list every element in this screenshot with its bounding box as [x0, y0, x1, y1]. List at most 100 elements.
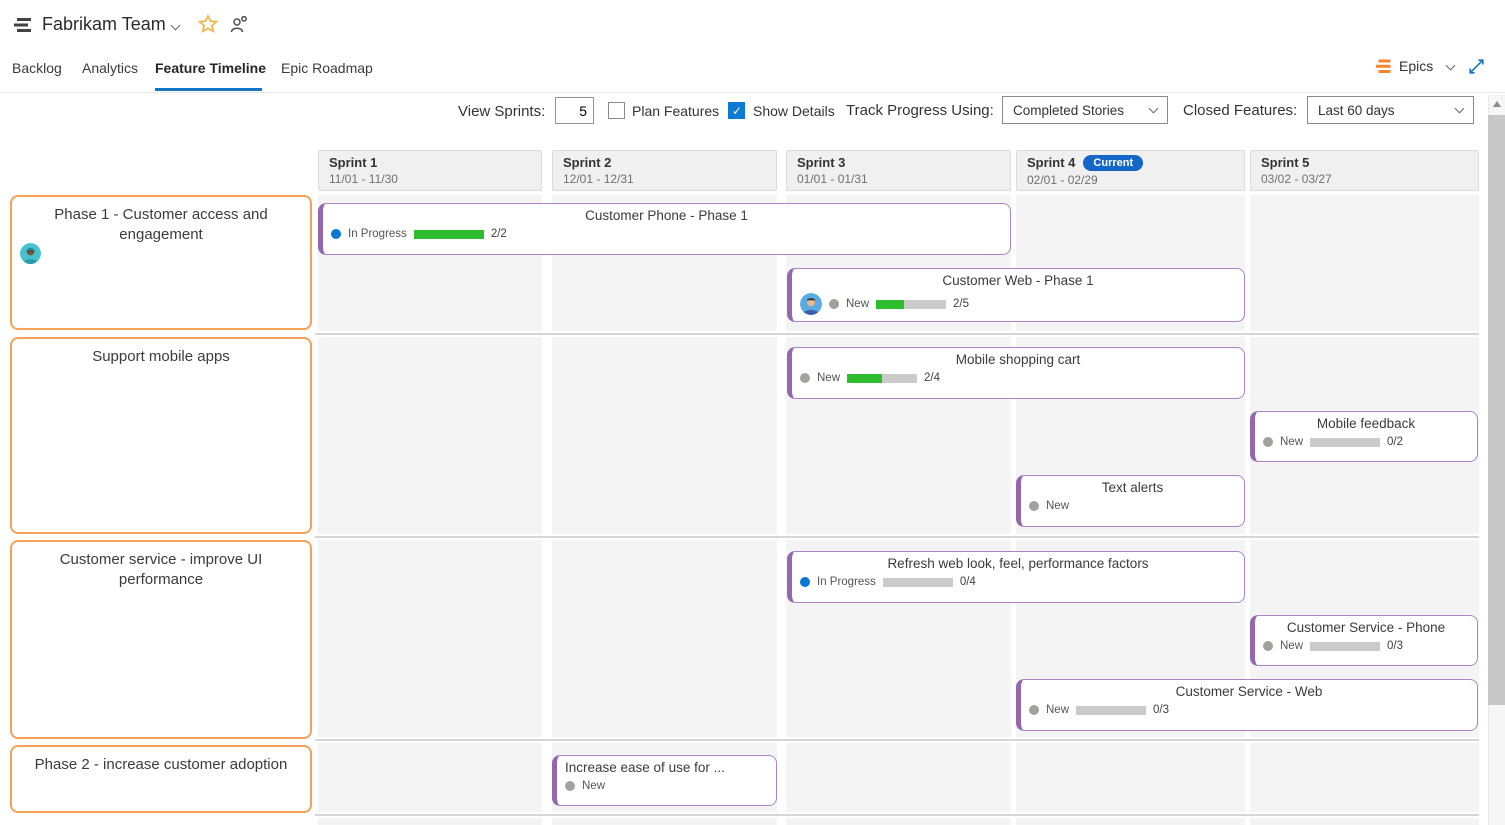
feature-card[interactable]: Customer Web - Phase 1 New 2/5: [787, 268, 1245, 322]
sprint-name: Sprint 5: [1261, 155, 1310, 170]
view-sprints-input[interactable]: [555, 97, 594, 124]
favorite-star-icon[interactable]: [197, 13, 219, 39]
status-dot-icon: [800, 373, 810, 383]
team-chevron-down-icon[interactable]: [170, 20, 181, 31]
tab-backlog[interactable]: Backlog: [12, 60, 62, 76]
feature-title: Customer Phone - Phase 1: [585, 208, 748, 223]
progress-fraction: 2/2: [490, 228, 507, 240]
plan-features-checkbox[interactable]: [608, 102, 625, 119]
feature-title: Increase ease of use for ...: [565, 760, 725, 775]
feature-card[interactable]: Mobile shopping cart New 2/4: [787, 347, 1245, 399]
feature-card[interactable]: Customer Service - Web New 0/3: [1016, 679, 1478, 731]
tabs-divider: [0, 92, 1505, 93]
sprint-column: [552, 195, 777, 825]
lane-divider: [315, 534, 1479, 540]
show-details-label[interactable]: Show Details: [753, 103, 835, 119]
progress-fraction: 0/3: [1387, 640, 1404, 652]
feature-title: Mobile shopping cart: [955, 352, 1081, 367]
status-dot-icon: [1029, 705, 1039, 715]
sprint-dates: 12/01 - 12/31: [563, 172, 634, 186]
status-dot-icon: [331, 229, 341, 239]
show-details-checkbox[interactable]: [728, 102, 745, 119]
epic-title: Support mobile apps: [92, 348, 230, 365]
plan-features-label[interactable]: Plan Features: [632, 103, 720, 119]
feature-title: Refresh web look, feel, performance fact…: [887, 556, 1149, 571]
vertical-scrollbar-thumb[interactable]: [1488, 115, 1505, 705]
progress-fraction: 0/4: [959, 576, 976, 588]
view-level-chevron-icon: [1445, 60, 1456, 71]
feature-card[interactable]: Text alerts New: [1016, 475, 1245, 527]
closed-features-label: Closed Features:: [1183, 102, 1298, 119]
status-dot-icon: [1263, 437, 1273, 447]
tab-analytics[interactable]: Analytics: [82, 60, 139, 76]
epic-title: Phase 1 - Customer access and engagement: [54, 206, 268, 244]
team-name[interactable]: Fabrikam Team: [42, 14, 166, 34]
view-level-selector[interactable]: Epics: [1376, 58, 1456, 77]
progress-bar: [1310, 641, 1381, 651]
current-sprint-badge: Current: [1083, 155, 1144, 171]
progress-fraction: 0/2: [1387, 436, 1404, 448]
status-dot-icon: [1029, 501, 1039, 511]
feature-title: Customer Service - Phone: [1286, 620, 1446, 635]
sprint-column: [318, 195, 542, 825]
sprint-header-current: Sprint 4 Current 02/01 - 02/29: [1016, 150, 1245, 191]
epic-title: Customer service - improve UI performanc…: [59, 551, 263, 589]
status-dot-icon: [800, 577, 810, 587]
status-dot-icon: [565, 781, 575, 791]
feature-status: New: [1046, 704, 1070, 716]
feature-title: Customer Service - Web: [1175, 684, 1323, 699]
sprint-name: Sprint 3: [797, 155, 846, 170]
feature-owner-avatar: [800, 293, 822, 315]
sprint-name: Sprint 2: [563, 155, 612, 170]
view-sprints-label: View Sprints:: [458, 103, 546, 120]
progress-bar: [1310, 437, 1381, 447]
closed-features-dropdown[interactable]: Last 60 days: [1307, 96, 1474, 124]
view-level-label: Epics: [1399, 58, 1434, 74]
sprint-header: Sprint 2 12/01 - 12/31: [552, 150, 777, 191]
expand-fullscreen-icon[interactable]: [1468, 58, 1485, 80]
feature-card[interactable]: Customer Phone - Phase 1 In Progress 2/2: [318, 203, 1011, 255]
progress-fraction: 0/3: [1153, 704, 1170, 716]
sprint-dates: 01/01 - 01/31: [797, 172, 868, 186]
feature-title: Mobile feedback: [1316, 416, 1416, 431]
epic-card[interactable]: Customer service - improve UI performanc…: [10, 540, 312, 739]
track-progress-label: Track Progress Using:: [846, 102, 994, 119]
feature-card[interactable]: Refresh web look, feel, performance fact…: [787, 551, 1245, 603]
sprint-dates: 11/01 - 11/30: [329, 172, 398, 186]
epic-card[interactable]: Phase 2 - increase customer adoption: [10, 745, 312, 813]
feature-status: In Progress: [348, 228, 407, 240]
track-progress-dropdown[interactable]: Completed Stories: [1002, 96, 1168, 124]
lane-divider: [315, 812, 1479, 818]
closed-features-value: Last 60 days: [1318, 102, 1395, 118]
status-dot-icon: [1263, 641, 1273, 651]
feature-card[interactable]: Mobile feedback New 0/2: [1250, 411, 1478, 462]
lane-divider: [315, 737, 1479, 743]
feature-card[interactable]: Customer Service - Phone New 0/3: [1250, 615, 1478, 666]
feature-title: Customer Web - Phase 1: [942, 273, 1094, 288]
epic-title: Phase 2 - increase customer adoption: [34, 756, 288, 773]
scrollbar-up-arrow-icon[interactable]: [1493, 101, 1501, 107]
dropdown-chevron-icon: [1148, 103, 1159, 114]
feature-status: New: [1046, 500, 1070, 512]
progress-bar: [1076, 705, 1147, 715]
status-dot-icon: [829, 299, 839, 309]
feature-status: New: [1280, 640, 1304, 652]
progress-bar: [876, 299, 947, 309]
progress-bar: [882, 577, 953, 587]
epics-icon: [1376, 59, 1393, 77]
progress-fraction: 2/4: [924, 372, 941, 384]
sprint-header: Sprint 3 01/01 - 01/31: [786, 150, 1011, 191]
sprint-header: Sprint 1 11/01 - 11/30: [318, 150, 542, 191]
lane-divider: [315, 331, 1479, 337]
feature-card[interactable]: Increase ease of use for ... New: [552, 755, 777, 806]
team-backlog-icon: [14, 17, 34, 38]
epic-card[interactable]: Support mobile apps: [10, 337, 312, 534]
team-members-icon[interactable]: [230, 15, 248, 38]
epic-card[interactable]: Phase 1 - Customer access and engagement: [10, 195, 312, 330]
tab-epic-roadmap[interactable]: Epic Roadmap: [281, 60, 373, 76]
feature-status: New: [846, 298, 870, 310]
feature-status: New: [582, 780, 606, 792]
feature-status: New: [1280, 436, 1304, 448]
tab-feature-timeline[interactable]: Feature Timeline: [155, 60, 267, 76]
